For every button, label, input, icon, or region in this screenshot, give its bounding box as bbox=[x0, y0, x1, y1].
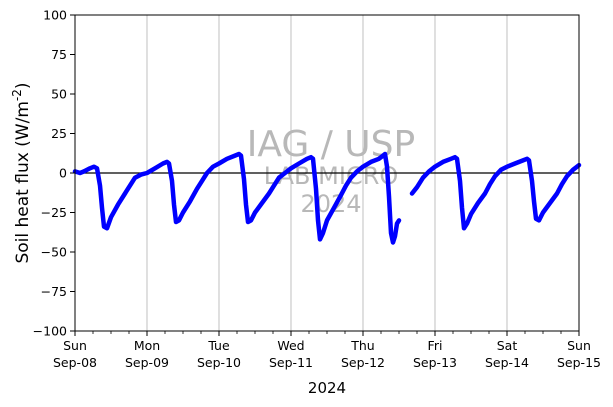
y-tick-label: 50 bbox=[51, 87, 67, 102]
x-axis: Sun Sep-08 Mon Sep-09 Tue Sep-10 Wed Sep-11 Thu S… bbox=[53, 331, 601, 370]
x-tick-day: Sun bbox=[567, 338, 591, 353]
y-tick-label: −75 bbox=[41, 284, 67, 299]
x-axis-label: 2024 bbox=[308, 379, 346, 397]
x-tick-date: Sep-09 bbox=[125, 355, 169, 370]
x-tick-date: Sep-13 bbox=[413, 355, 457, 370]
x-tick-day: Thu bbox=[350, 338, 374, 353]
y-label-text: Soil heat flux (W/m bbox=[13, 101, 33, 263]
watermark-line-1: IAG / USP bbox=[247, 124, 415, 165]
y-tick-label: −100 bbox=[33, 324, 67, 339]
series-line-segment-1 bbox=[72, 151, 402, 245]
x-tick-date: Sep-15 bbox=[557, 355, 601, 370]
y-label-close: ) bbox=[13, 82, 33, 89]
plot-area: IAG / USP LAB MICRO 2024 bbox=[72, 14, 582, 332]
x-tick-date: Sep-08 bbox=[53, 355, 97, 370]
watermark-line-2: LAB MICRO bbox=[264, 162, 399, 190]
x-tick-day: Sun bbox=[63, 338, 87, 353]
x-tick-day: Wed bbox=[277, 338, 304, 353]
series-group bbox=[72, 151, 582, 245]
y-axis: 100 75 50 25 0 −25 −50 −75 −100 bbox=[33, 8, 75, 339]
y-tick-label: −25 bbox=[41, 205, 67, 220]
series-line-segment-2 bbox=[409, 154, 582, 231]
y-tick-label: −50 bbox=[41, 245, 67, 260]
x-tick-date: Sep-10 bbox=[197, 355, 241, 370]
y-tick-label: 75 bbox=[51, 47, 67, 62]
y-label-exponent: -2 bbox=[10, 89, 24, 101]
x-tick-date: Sep-14 bbox=[485, 355, 529, 370]
y-axis-label: Soil heat flux (W/m-2) bbox=[10, 82, 33, 263]
x-tick-day: Sat bbox=[497, 338, 518, 353]
x-tick-date: Sep-11 bbox=[269, 355, 313, 370]
y-tick-label: 0 bbox=[59, 166, 67, 181]
x-tick-day: Tue bbox=[207, 338, 230, 353]
x-tick-day: Fri bbox=[428, 338, 443, 353]
y-tick-label: 100 bbox=[43, 8, 67, 23]
x-tick-day: Mon bbox=[134, 338, 160, 353]
x-tick-date: Sep-12 bbox=[341, 355, 385, 370]
y-tick-label: 25 bbox=[51, 126, 67, 141]
